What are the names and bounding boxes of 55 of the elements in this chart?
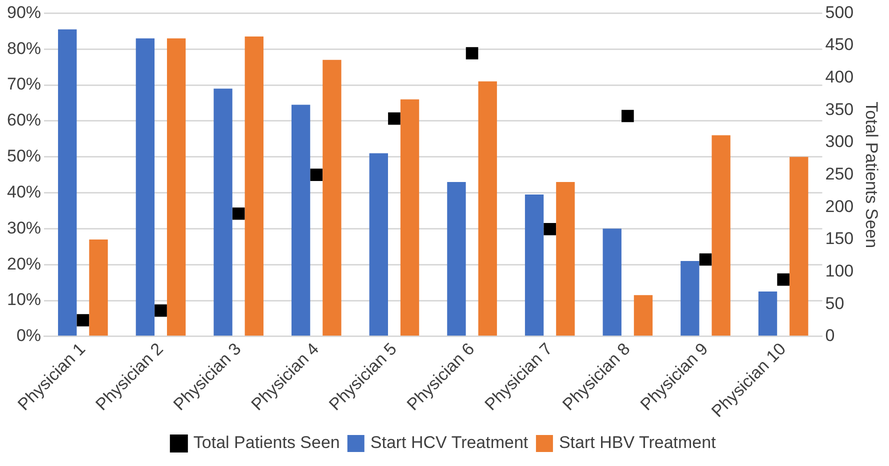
bar <box>524 194 544 336</box>
y2-tick-label: 250 <box>825 164 854 184</box>
y2-tick-label: 100 <box>825 261 854 280</box>
y2-tick-label: 200 <box>825 196 854 216</box>
point <box>777 273 790 286</box>
bar <box>322 60 342 336</box>
y-tick-label: 20% <box>6 254 42 274</box>
point <box>154 304 167 317</box>
y-tick-label: 80% <box>6 38 42 58</box>
bar <box>712 135 730 336</box>
point <box>466 47 478 60</box>
y-tick-label: 60% <box>6 110 42 130</box>
bar <box>447 182 466 336</box>
legend-label: Total Patients Seen <box>193 433 340 452</box>
y-tick-label: 0% <box>16 326 42 346</box>
bar <box>214 88 232 336</box>
y2-tick-label: 50 <box>825 294 844 313</box>
point <box>544 222 556 236</box>
bar <box>478 81 497 336</box>
y2-tick-label: 400 <box>825 68 854 87</box>
bar <box>369 153 388 336</box>
y2-tick-label: 500 <box>825 2 854 22</box>
bar <box>166 38 186 336</box>
legend-label: Start HBV Treatment <box>558 433 716 452</box>
point <box>622 110 634 122</box>
bar <box>602 228 622 336</box>
bar <box>89 239 108 336</box>
y2-tick-label: 300 <box>825 132 854 152</box>
bar <box>758 292 778 336</box>
bar <box>58 29 77 336</box>
bar <box>680 261 700 336</box>
y2-tick-label: 450 <box>825 35 854 54</box>
point <box>699 253 712 266</box>
bar <box>244 36 264 336</box>
y2-tick-label: 0 <box>825 326 835 346</box>
bar <box>291 104 310 336</box>
point <box>76 314 90 326</box>
y-tick-label: 70% <box>6 74 42 94</box>
point <box>310 168 323 181</box>
y2-tick-label: 350 <box>825 100 854 119</box>
point <box>388 112 400 125</box>
y-tick-label: 40% <box>6 182 42 202</box>
y-tick-label: 10% <box>6 290 42 310</box>
y2-axis-title: Total Patients Seen <box>862 102 882 248</box>
y2-tick-label: 150 <box>825 229 854 248</box>
y-tick-label: 50% <box>6 146 42 166</box>
bar <box>634 295 653 336</box>
legend-label: Start HCV Treatment <box>370 433 528 452</box>
bar <box>790 156 808 336</box>
bar <box>400 99 420 336</box>
y-tick-label: 30% <box>6 218 42 238</box>
y-tick-label: 90% <box>6 2 42 22</box>
point <box>232 207 245 220</box>
bar <box>136 38 155 336</box>
bar <box>556 182 575 336</box>
